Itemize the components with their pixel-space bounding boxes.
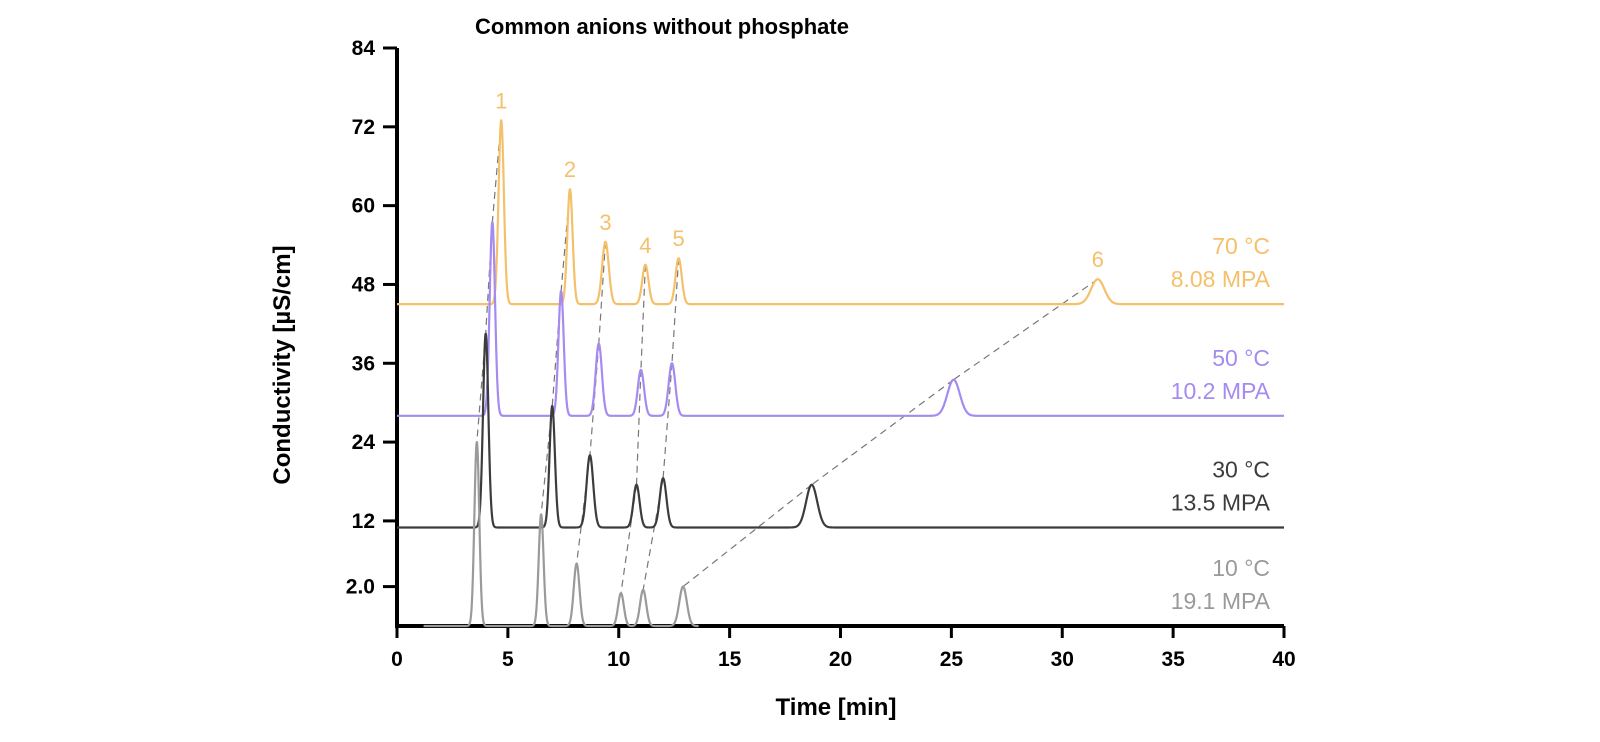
y-tick-label: 60 <box>352 195 375 218</box>
x-tick-label: 0 <box>391 648 403 671</box>
x-tick-label: 40 <box>1272 648 1295 671</box>
trace-condition-labels: 70 °C 8.08 MPA 50 °C 10.2 MPA 30 °C 13.5 MPA 1… <box>1171 233 1271 614</box>
trace-pressure-label: 19.1 MPA <box>1171 588 1271 614</box>
trace-temperature-label: 30 °C <box>1212 456 1270 482</box>
x-tick-label: 25 <box>940 648 964 671</box>
peak-label: 5 <box>672 226 684 251</box>
y-tick-label: 24 <box>352 431 376 454</box>
peak-connector <box>953 278 1099 381</box>
trace-pressure-label: 10.2 MPA <box>1171 378 1271 404</box>
y-tick-label: 36 <box>352 352 375 375</box>
peak-connector <box>551 290 562 407</box>
y-tick-label: 2.0 <box>346 576 375 599</box>
y-tick-label: 48 <box>352 273 376 296</box>
y-axis-title: Conductivity [µS/cm] <box>269 245 296 484</box>
trace-line-4 <box>422 440 700 628</box>
y-tick-label: 12 <box>352 510 375 533</box>
trace-pressure-label: 13.5 MPA <box>1171 489 1271 515</box>
trace-temperature-label: 70 °C <box>1212 233 1270 259</box>
peak-connector <box>640 264 646 370</box>
x-tick-label: 5 <box>502 648 514 671</box>
x-axis-title: Time [min] <box>776 694 897 721</box>
y-tick-label: 84 <box>352 37 376 60</box>
x-tick-label: 15 <box>718 648 742 671</box>
trace-line-3 <box>396 332 1285 529</box>
trace-temperature-label: 10 °C <box>1212 555 1270 581</box>
x-tick-label: 30 <box>1051 648 1074 671</box>
trace-line-1 <box>396 119 1285 306</box>
peak-connector <box>662 363 673 479</box>
x-tick-label: 35 <box>1161 648 1185 671</box>
peak-label: 6 <box>1092 247 1104 272</box>
trace-temperature-label: 50 °C <box>1212 345 1270 371</box>
peak-label: 1 <box>495 88 507 113</box>
peak-label: 3 <box>599 210 611 235</box>
x-tick-label: 20 <box>829 648 852 671</box>
peak-label: 2 <box>564 157 576 182</box>
trace-pressure-label: 8.08 MPA <box>1171 266 1271 292</box>
chromatogram-traces <box>396 119 1285 628</box>
chart-title: Common anions without phosphate <box>475 14 849 39</box>
y-tick-label: 72 <box>352 116 375 139</box>
peak-label: 4 <box>639 233 651 258</box>
peak-connector <box>811 379 954 486</box>
peak-number-labels: 1 2 3 4 5 6 <box>495 88 1104 272</box>
x-tick-label: 10 <box>607 648 630 671</box>
trace-line-2 <box>396 220 1285 417</box>
peak-connector <box>682 484 813 588</box>
peak-connector <box>598 241 607 344</box>
peak-connector <box>671 258 680 364</box>
